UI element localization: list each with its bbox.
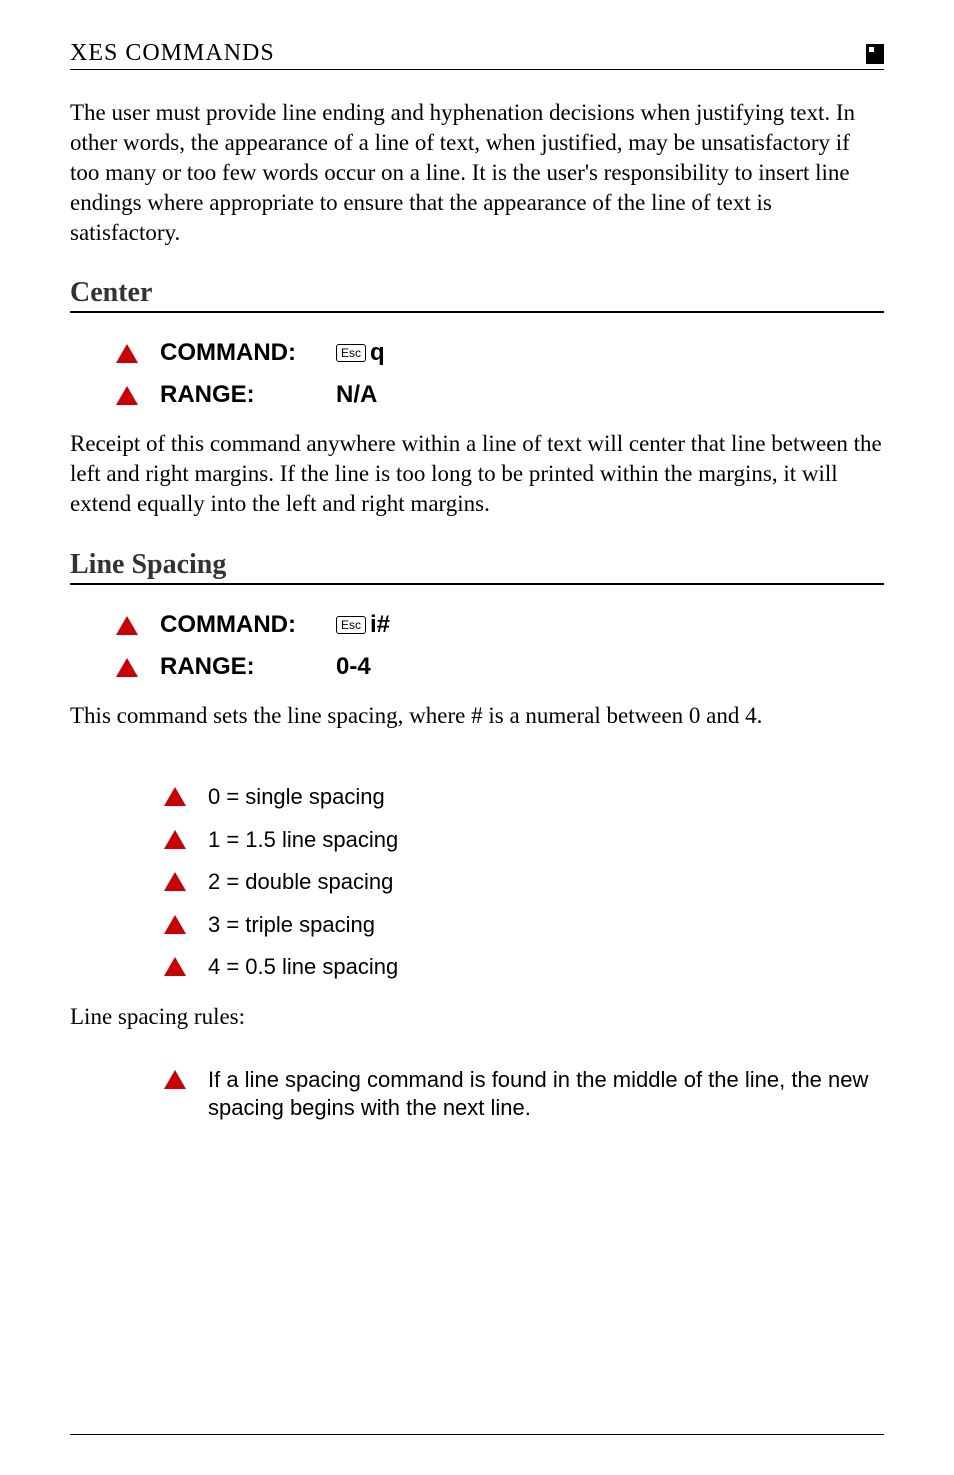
center-command-row: COMMAND: Esc q <box>116 339 884 367</box>
intro-paragraph: The user must provide line ending and hy… <box>70 98 884 247</box>
section-heading-center: Center <box>70 277 884 313</box>
option-text: 0 = single spacing <box>208 783 385 812</box>
rule-text: If a line spacing command is found in th… <box>208 1066 884 1123</box>
triangle-icon <box>164 787 186 806</box>
option-text: 4 = 0.5 line spacing <box>208 953 398 982</box>
option-text: 1 = 1.5 line spacing <box>208 826 398 855</box>
list-item: 4 = 0.5 line spacing <box>164 953 884 982</box>
page-icon <box>866 44 884 64</box>
triangle-icon <box>164 957 186 976</box>
center-command-block: COMMAND: Esc q RANGE: N/A <box>70 315 884 429</box>
command-letter: q <box>370 339 385 367</box>
list-item: 2 = double spacing <box>164 868 884 897</box>
linespacing-range-row: RANGE: 0-4 <box>116 653 884 681</box>
linespacing-paragraph: This command sets the line spacing, wher… <box>70 701 884 731</box>
command-letter: i# <box>370 611 390 639</box>
linespacing-rules-intro: Line spacing rules: <box>70 1002 884 1032</box>
triangle-icon <box>164 1070 186 1089</box>
triangle-icon <box>116 344 138 363</box>
list-item: 3 = triple spacing <box>164 911 884 940</box>
esc-key-icon: Esc <box>336 616 366 634</box>
linespacing-rules: If a line spacing command is found in th… <box>70 1044 884 1143</box>
list-item: If a line spacing command is found in th… <box>164 1066 884 1123</box>
list-item: 1 = 1.5 line spacing <box>164 826 884 855</box>
command-value: Esc i# <box>336 611 390 639</box>
option-text: 2 = double spacing <box>208 868 393 897</box>
range-label: RANGE: <box>160 381 336 409</box>
center-paragraph: Receipt of this command anywhere within … <box>70 429 884 519</box>
linespacing-command-row: COMMAND: Esc i# <box>116 611 884 639</box>
triangle-icon <box>116 616 138 635</box>
range-value: N/A <box>336 381 377 409</box>
section-heading-line-spacing: Line Spacing <box>70 549 884 585</box>
header-bar: XES COMMANDS <box>70 40 884 70</box>
command-label: COMMAND: <box>160 339 336 367</box>
page: XES COMMANDS The user must provide line … <box>0 0 954 1475</box>
linespacing-options: 0 = single spacing 1 = 1.5 line spacing … <box>70 761 884 1002</box>
header-title: XES COMMANDS <box>70 40 275 67</box>
esc-key-icon: Esc <box>336 344 366 362</box>
triangle-icon <box>164 830 186 849</box>
command-label: COMMAND: <box>160 611 336 639</box>
range-value: 0-4 <box>336 653 371 681</box>
range-label: RANGE: <box>160 653 336 681</box>
triangle-icon <box>116 386 138 405</box>
linespacing-command-block: COMMAND: Esc i# RANGE: 0-4 <box>70 587 884 701</box>
footer-rule <box>70 1434 884 1435</box>
command-value: Esc q <box>336 339 385 367</box>
list-item: 0 = single spacing <box>164 783 884 812</box>
option-text: 3 = triple spacing <box>208 911 375 940</box>
triangle-icon <box>164 915 186 934</box>
triangle-icon <box>164 872 186 891</box>
triangle-icon <box>116 658 138 677</box>
center-range-row: RANGE: N/A <box>116 381 884 409</box>
